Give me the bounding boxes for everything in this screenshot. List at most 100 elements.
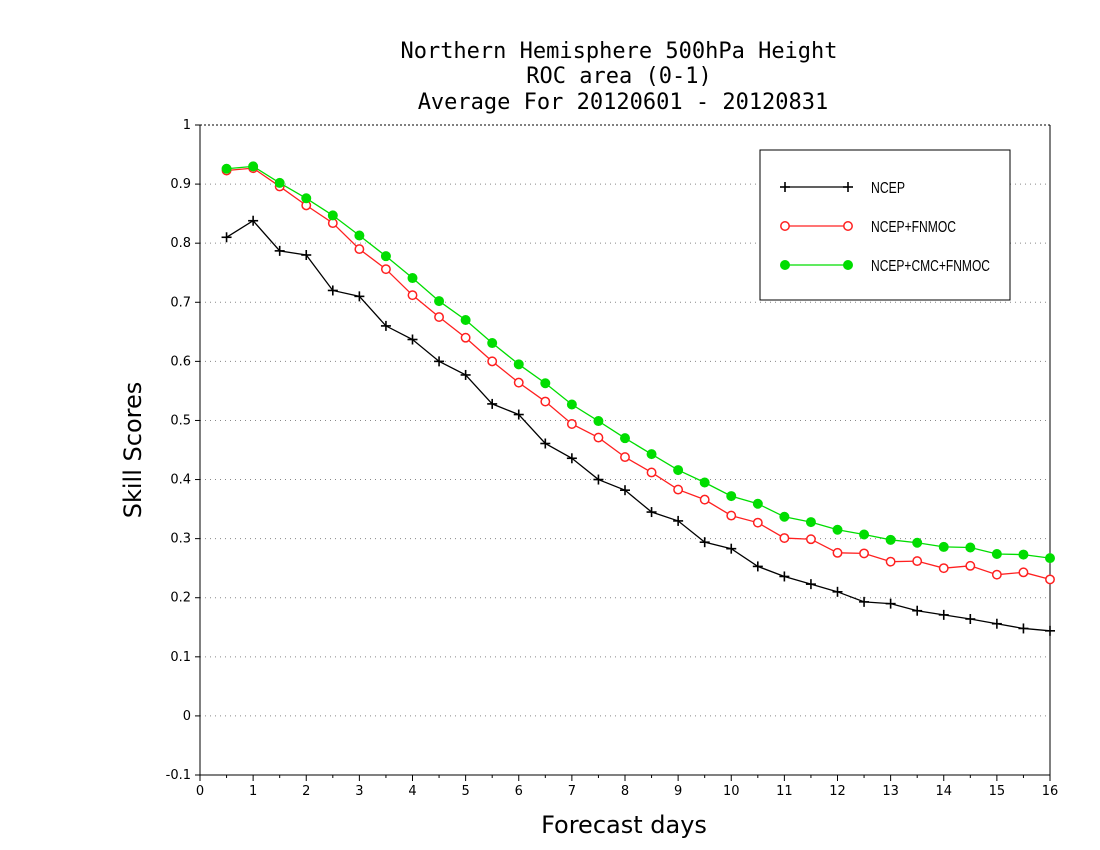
data-point-ncep-fnmoc — [1045, 574, 1055, 585]
y-tick-label: 0.6 — [170, 354, 191, 369]
data-point-ncep-cmc-fnmoc — [912, 537, 923, 548]
y-tick-label: 0.8 — [170, 236, 191, 251]
data-point-ncep-fnmoc — [434, 312, 445, 322]
data-point-ncep-cmc-fnmoc — [1045, 553, 1055, 564]
data-point-ncep-cmc-fnmoc — [460, 315, 471, 325]
y-tick-label: 0.7 — [170, 295, 191, 310]
data-point-ncep-cmc-fnmoc — [991, 549, 1002, 559]
x-tick-label: 6 — [515, 784, 523, 799]
legend: NCEP NCEP+FNMOC NCEP+CMC+FNMOC — [759, 149, 1011, 301]
x-tick-label: 4 — [408, 784, 416, 799]
data-point-ncep-fnmoc — [460, 332, 471, 343]
grid-lines — [200, 183, 1050, 717]
data-point-ncep — [274, 245, 285, 256]
data-point-ncep — [434, 356, 445, 367]
legend-item-ncep-cmc-fnmoc: NCEP+CMC+FNMOC — [780, 258, 990, 275]
legend-item-ncep: NCEP — [780, 180, 905, 197]
legend-label: NCEP — [871, 180, 905, 197]
x-tick-label: 2 — [302, 784, 310, 799]
data-point-ncep — [726, 543, 737, 554]
data-point-ncep-cmc-fnmoc — [221, 163, 232, 174]
data-point-ncep-fnmoc — [859, 548, 870, 559]
chart-title-line-1: Northern Hemisphere 500hPa Height — [400, 39, 837, 64]
data-point-ncep — [1045, 625, 1055, 636]
data-point-ncep-cmc-fnmoc — [593, 416, 604, 427]
chart-title-line-3: Average For 20120601 - 20120831 — [418, 90, 829, 115]
legend-box — [759, 149, 1011, 301]
data-point-ncep — [646, 507, 657, 518]
data-point-ncep-cmc-fnmoc — [1018, 549, 1029, 560]
data-point-ncep-cmc-fnmoc — [301, 193, 312, 204]
legend-marker — [843, 221, 853, 231]
series-ncep-cmc-fnmoc — [221, 161, 1055, 564]
y-tick-label: 0.9 — [170, 177, 191, 192]
data-point-ncep — [566, 453, 577, 464]
data-point-ncep — [221, 232, 232, 243]
legend-marker — [780, 260, 790, 270]
data-point-ncep — [1018, 623, 1029, 634]
x-tick-label: 10 — [723, 784, 740, 799]
data-point-ncep-cmc-fnmoc — [566, 399, 577, 410]
data-point-ncep — [859, 596, 870, 607]
data-point-ncep-cmc-fnmoc — [407, 273, 418, 284]
data-point-ncep-cmc-fnmoc — [620, 433, 630, 444]
y-axis-title: Skill Scores — [119, 382, 147, 519]
data-point-ncep-cmc-fnmoc — [487, 338, 498, 349]
x-tick-label: 14 — [935, 784, 952, 799]
data-point-ncep-cmc-fnmoc — [646, 449, 657, 460]
data-point-ncep-fnmoc — [779, 533, 790, 543]
x-tick-label: 0 — [196, 784, 204, 799]
data-point-ncep — [885, 598, 896, 609]
data-point-ncep-cmc-fnmoc — [434, 296, 445, 307]
data-point-ncep — [513, 409, 524, 420]
data-point-ncep — [354, 291, 365, 302]
data-point-ncep — [380, 320, 391, 331]
data-point-ncep — [779, 571, 790, 582]
legend-marker — [843, 182, 853, 192]
y-tick-label: 0.2 — [170, 591, 191, 606]
legend-label: NCEP+FNMOC — [871, 219, 956, 236]
data-point-ncep-cmc-fnmoc — [726, 491, 737, 502]
data-point-ncep-cmc-fnmoc — [248, 161, 259, 172]
y-tick-label: 0 — [183, 709, 191, 724]
data-point-ncep-fnmoc — [1018, 567, 1029, 578]
data-point-ncep-cmc-fnmoc — [805, 517, 816, 528]
data-point-ncep — [407, 334, 418, 345]
data-point-ncep-fnmoc — [965, 560, 976, 571]
data-point-ncep-fnmoc — [752, 517, 763, 528]
legend-item-ncep-fnmoc: NCEP+FNMOC — [780, 219, 956, 236]
x-tick-label: 13 — [882, 784, 899, 799]
data-point-ncep — [487, 398, 498, 409]
y-tick-label: 0.3 — [170, 532, 191, 547]
data-point-ncep — [327, 285, 338, 296]
data-point-ncep-cmc-fnmoc — [885, 534, 896, 545]
data-point-ncep — [593, 474, 604, 485]
data-point-ncep-cmc-fnmoc — [779, 511, 790, 522]
data-point-ncep-cmc-fnmoc — [513, 359, 524, 370]
data-point-ncep-fnmoc — [699, 494, 710, 505]
x-tick-label: 12 — [829, 784, 846, 799]
data-point-ncep-fnmoc — [885, 556, 896, 567]
series-ncep-fnmoc — [221, 163, 1055, 585]
data-point-ncep-cmc-fnmoc — [859, 529, 870, 540]
x-tick-label: 11 — [776, 784, 793, 799]
data-point-ncep — [460, 369, 471, 380]
data-point-ncep-cmc-fnmoc — [354, 230, 365, 241]
chart-title-line-2: ROC area (0-1) — [526, 64, 711, 89]
x-tick-label: 7 — [568, 784, 576, 799]
data-point-ncep — [912, 605, 923, 616]
legend-label: NCEP+CMC+FNMOC — [871, 258, 990, 275]
data-point-ncep-fnmoc — [620, 452, 630, 463]
data-point-ncep-fnmoc — [673, 484, 684, 495]
x-tick-label: 5 — [461, 784, 469, 799]
data-point-ncep-cmc-fnmoc — [752, 498, 763, 509]
data-point-ncep — [620, 485, 630, 496]
data-point-ncep-cmc-fnmoc — [380, 251, 391, 262]
data-point-ncep-fnmoc — [805, 534, 816, 545]
data-point-ncep-fnmoc — [380, 264, 391, 275]
data-point-ncep-fnmoc — [540, 396, 551, 407]
data-point-ncep — [832, 586, 843, 597]
data-point-ncep — [248, 215, 259, 226]
axes: -0.100.10.20.30.40.50.60.70.80.910 1 2 3 4 5 6… — [166, 118, 1059, 799]
